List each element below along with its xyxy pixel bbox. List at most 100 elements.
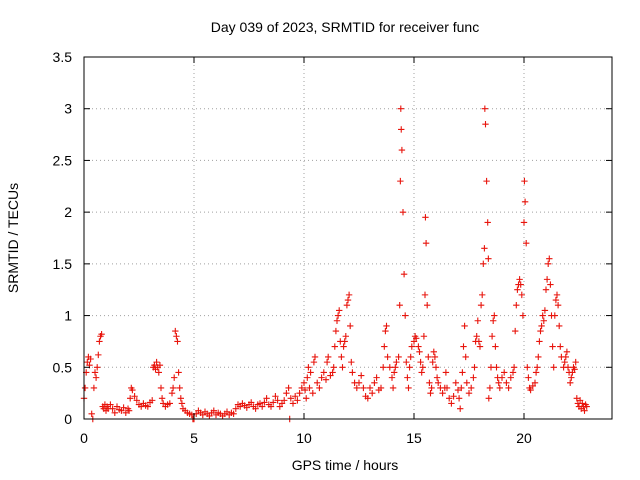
data-point — [514, 286, 521, 293]
data-point — [581, 407, 588, 414]
data-point — [416, 348, 423, 355]
data-point — [418, 369, 425, 376]
data-point — [307, 369, 314, 376]
data-point — [525, 374, 532, 381]
data-point — [331, 343, 338, 350]
data-point — [153, 358, 160, 366]
data-point — [397, 177, 404, 185]
data-point — [392, 364, 399, 371]
data-point — [383, 322, 390, 330]
data-point — [88, 410, 95, 418]
data-point — [404, 374, 411, 381]
data-point — [175, 369, 182, 376]
data-point — [342, 333, 349, 340]
data-point — [388, 374, 396, 381]
data-point — [477, 302, 485, 309]
data-point — [419, 364, 426, 371]
data-point — [463, 379, 470, 386]
data-point — [348, 358, 355, 366]
x-axis-label: GPS time / hours — [292, 457, 399, 473]
data-point — [556, 322, 563, 330]
data-point — [446, 395, 453, 402]
data-point — [459, 369, 466, 376]
data-point — [398, 146, 406, 154]
data-point — [545, 260, 552, 268]
data-point — [552, 296, 560, 304]
data-point — [380, 364, 387, 371]
data-point — [470, 374, 477, 381]
data-point — [476, 343, 484, 350]
data-point — [542, 286, 550, 293]
data-point — [571, 366, 578, 373]
x-tick-labels: 0 5 10 15 20 — [80, 430, 532, 446]
data-point — [325, 353, 332, 361]
data-point — [534, 364, 541, 371]
data-point — [455, 395, 463, 402]
data-point — [568, 374, 575, 381]
data-point — [107, 401, 114, 408]
data-point — [333, 317, 341, 324]
data-point — [498, 374, 506, 381]
data-points — [80, 105, 590, 423]
data-point — [272, 393, 279, 400]
data-point — [340, 343, 347, 350]
data-point — [532, 369, 540, 376]
data-point — [95, 351, 102, 359]
data-point — [92, 374, 100, 381]
data-point — [482, 121, 489, 128]
data-point — [90, 384, 98, 392]
data-point — [518, 291, 525, 299]
data-point — [381, 343, 388, 350]
data-point — [94, 364, 101, 371]
data-point — [454, 386, 462, 394]
data-point — [261, 399, 268, 406]
data-point — [425, 353, 432, 361]
data-point — [393, 358, 400, 366]
data-point — [398, 126, 405, 133]
data-point — [510, 364, 518, 371]
data-point — [507, 374, 514, 381]
y-tick-label: 1.5 — [53, 256, 73, 272]
data-point — [480, 260, 487, 268]
data-point — [523, 239, 530, 247]
data-point — [287, 395, 294, 402]
data-point — [322, 376, 330, 383]
data-point — [503, 379, 510, 386]
data-point — [487, 364, 495, 371]
data-point — [360, 384, 367, 392]
data-point — [294, 397, 301, 404]
data-point — [285, 384, 292, 392]
data-point — [176, 384, 183, 392]
data-point — [339, 364, 346, 371]
data-point — [490, 317, 497, 324]
grid-lines — [84, 57, 612, 419]
data-point — [314, 379, 321, 386]
tick-marks — [83, 56, 612, 420]
data-point — [413, 335, 420, 342]
data-point — [267, 403, 275, 410]
y-tick-label: 1 — [64, 308, 72, 324]
data-point — [232, 405, 239, 412]
data-point — [448, 400, 455, 407]
data-point — [433, 374, 441, 381]
data-point — [377, 384, 385, 392]
data-point — [343, 302, 351, 309]
data-point — [382, 327, 389, 335]
data-point — [298, 384, 305, 392]
data-point — [524, 364, 531, 371]
data-point — [485, 255, 492, 262]
data-point — [485, 395, 492, 402]
data-point — [536, 338, 543, 345]
data-point — [344, 296, 352, 304]
data-point — [111, 409, 118, 416]
data-point — [428, 384, 435, 392]
data-point — [457, 405, 464, 412]
data-point — [230, 410, 237, 418]
data-point — [270, 399, 277, 406]
data-point — [553, 291, 561, 299]
y-tick-label: 2 — [64, 204, 72, 220]
data-point — [155, 369, 162, 376]
y-tick-label: 0 — [64, 411, 72, 427]
data-point — [424, 302, 431, 309]
data-point — [452, 379, 459, 386]
